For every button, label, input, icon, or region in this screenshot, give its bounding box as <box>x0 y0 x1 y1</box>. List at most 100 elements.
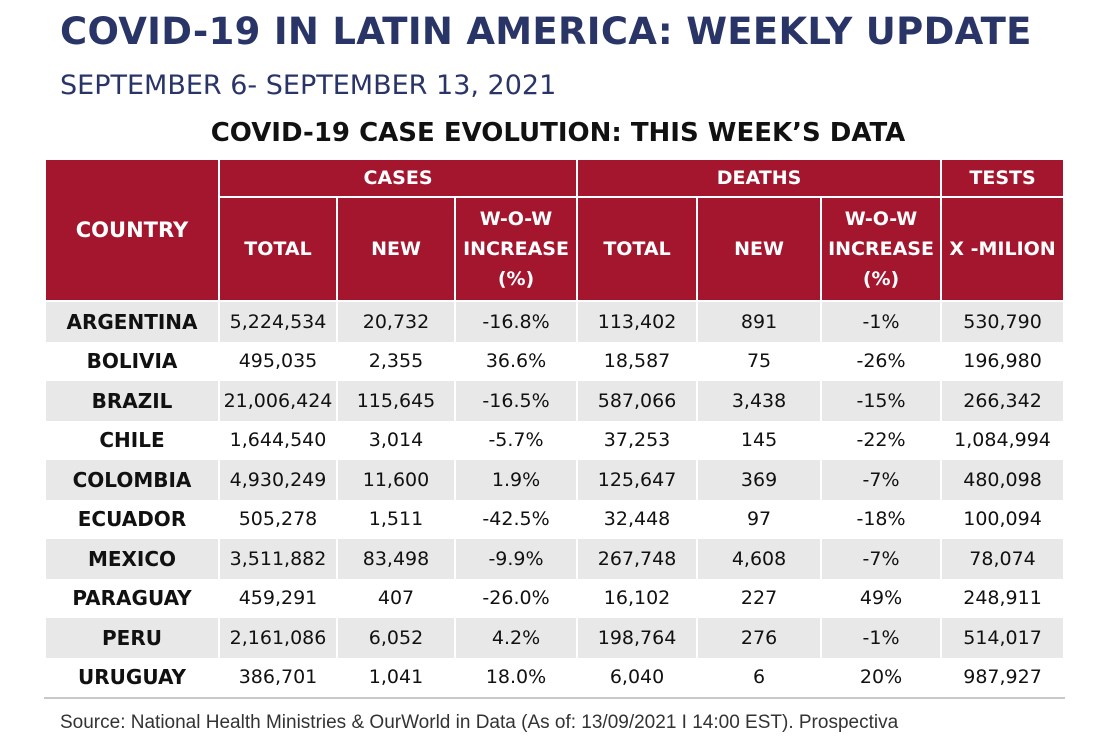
deaths-wow-header-line3: (%) <box>862 268 900 290</box>
cases-total-cell: 2,161,086 <box>218 618 338 658</box>
cases-total-header: TOTAL <box>218 196 338 302</box>
cases-wow-cell: 1.9% <box>453 460 579 500</box>
deaths-wow-header-line1: W-O-W <box>844 208 918 230</box>
country-cell: BRAZIL <box>44 381 220 421</box>
deaths-total-cell: 16,102 <box>576 578 699 618</box>
cases-new-cell: 1,041 <box>336 657 456 699</box>
deaths-total-cell: 32,448 <box>576 499 699 539</box>
deaths-total-cell: 113,402 <box>576 301 699 342</box>
deaths-total-cell: 125,647 <box>576 460 699 500</box>
deaths-total-cell: 198,764 <box>576 618 699 658</box>
tests-cell: 266,342 <box>940 381 1066 421</box>
cases-wow-header-line3: (%) <box>497 268 535 290</box>
country-header: COUNTRY <box>44 158 220 302</box>
country-cell: URUGUAY <box>44 657 220 699</box>
tests-cell: 1,084,994 <box>940 420 1066 460</box>
cases-new-cell: 6,052 <box>336 618 456 658</box>
cases-new-cell: 407 <box>336 578 456 618</box>
table-row: ARGENTINA 5,224,534 20,732 -16.8% 113,40… <box>44 301 1066 342</box>
cases-new-cell: 1,511 <box>336 499 456 539</box>
cases-wow-cell: -16.8% <box>453 301 579 342</box>
country-cell: PARAGUAY <box>44 578 220 618</box>
cases-total-cell: 4,930,249 <box>218 460 338 500</box>
deaths-new-cell: 276 <box>696 618 823 658</box>
deaths-total-cell: 18,587 <box>576 341 699 381</box>
deaths-wow-cell: -15% <box>820 381 943 421</box>
deaths-new-header: NEW <box>696 196 823 302</box>
tests-cell: 248,911 <box>940 578 1066 618</box>
cases-new-cell: 2,355 <box>336 341 456 381</box>
cases-new-cell: 83,498 <box>336 539 456 579</box>
deaths-wow-cell: -7% <box>820 460 943 500</box>
table-row: CHILE 1,644,540 3,014 -5.7% 37,253 145 -… <box>44 420 1066 460</box>
tests-cell: 480,098 <box>940 460 1066 500</box>
deaths-wow-cell: 20% <box>820 657 943 699</box>
table-row: PERU 2,161,086 6,052 4.2% 198,764 276 -1… <box>44 618 1066 658</box>
cases-new-cell: 115,645 <box>336 381 456 421</box>
deaths-wow-cell: -1% <box>820 301 943 342</box>
cases-total-cell: 3,511,882 <box>218 539 338 579</box>
covid-data-table: COUNTRY CASES DEATHS TESTS TOTAL NEW W-O… <box>44 158 1066 699</box>
table-row: BOLIVIA 495,035 2,355 36.6% 18,587 75 -2… <box>44 341 1066 381</box>
table-row: ECUADOR 505,278 1,511 -42.5% 32,448 97 -… <box>44 499 1066 539</box>
cases-wow-cell: -42.5% <box>453 499 579 539</box>
cases-wow-cell: 4.2% <box>453 618 579 658</box>
table-row: COLOMBIA 4,930,249 11,600 1.9% 125,647 3… <box>44 460 1066 500</box>
cases-total-cell: 505,278 <box>218 499 338 539</box>
deaths-wow-cell: -22% <box>820 420 943 460</box>
deaths-wow-cell: -26% <box>820 341 943 381</box>
country-cell: PERU <box>44 618 220 658</box>
cases-wow-cell: -26.0% <box>453 578 579 618</box>
country-cell: ARGENTINA <box>44 301 220 342</box>
deaths-total-cell: 587,066 <box>576 381 699 421</box>
cases-total-cell: 386,701 <box>218 657 338 699</box>
tests-cell: 530,790 <box>940 301 1066 342</box>
deaths-total-cell: 37,253 <box>576 420 699 460</box>
cases-wow-cell: -5.7% <box>453 420 579 460</box>
date-range-subtitle: SEPTEMBER 6- SEPTEMBER 13, 2021 <box>60 70 557 101</box>
deaths-new-cell: 6 <box>696 657 823 699</box>
deaths-wow-cell: -7% <box>820 539 943 579</box>
table-title: COVID-19 CASE EVOLUTION: THIS WEEK’S DAT… <box>210 118 906 148</box>
cases-group-header: CASES <box>217 158 579 198</box>
cases-total-cell: 459,291 <box>218 578 338 618</box>
cases-total-cell: 21,006,424 <box>218 381 338 421</box>
tests-cell: 78,074 <box>940 539 1066 579</box>
country-cell: MEXICO <box>44 539 220 579</box>
table-row: PARAGUAY 459,291 407 -26.0% 16,102 227 4… <box>44 578 1066 618</box>
cases-wow-header: W-O-W INCREASE (%) <box>453 196 579 302</box>
deaths-total-header: TOTAL <box>576 196 699 302</box>
deaths-wow-cell: -1% <box>820 618 943 658</box>
cases-wow-header-line2: INCREASE <box>463 238 569 260</box>
tests-cell: 514,017 <box>940 618 1066 658</box>
cases-wow-cell: 36.6% <box>453 341 579 381</box>
tests-header: X -MILION <box>940 196 1066 302</box>
deaths-new-cell: 891 <box>696 301 823 342</box>
cases-wow-cell: -16.5% <box>453 381 579 421</box>
cases-total-cell: 1,644,540 <box>218 420 338 460</box>
table-row: MEXICO 3,511,882 83,498 -9.9% 267,748 4,… <box>44 539 1066 579</box>
cases-wow-cell: -9.9% <box>453 539 579 579</box>
table-row: BRAZIL 21,006,424 115,645 -16.5% 587,066… <box>44 381 1066 421</box>
cases-wow-cell: 18.0% <box>453 657 579 699</box>
table-row: URUGUAY 386,701 1,041 18.0% 6,040 6 20% … <box>44 657 1066 699</box>
deaths-new-cell: 3,438 <box>696 381 823 421</box>
country-cell: ECUADOR <box>44 499 220 539</box>
deaths-new-cell: 97 <box>696 499 823 539</box>
country-cell: COLOMBIA <box>44 460 220 500</box>
cases-wow-header-line1: W-O-W <box>479 208 553 230</box>
source-note: Source: National Health Ministries & Our… <box>60 712 899 733</box>
deaths-total-cell: 267,748 <box>576 539 699 579</box>
cases-new-cell: 20,732 <box>336 301 456 342</box>
country-cell: CHILE <box>44 420 220 460</box>
deaths-new-cell: 227 <box>696 578 823 618</box>
deaths-new-cell: 4,608 <box>696 539 823 579</box>
deaths-wow-cell: 49% <box>820 578 943 618</box>
deaths-group-header: DEATHS <box>576 158 943 198</box>
country-cell: BOLIVIA <box>44 341 220 381</box>
deaths-wow-header: W-O-W INCREASE (%) <box>820 196 943 302</box>
cases-new-cell: 11,600 <box>336 460 456 500</box>
deaths-wow-header-line2: INCREASE <box>828 238 934 260</box>
tests-group-header: TESTS <box>940 158 1066 198</box>
tests-cell: 196,980 <box>940 341 1066 381</box>
